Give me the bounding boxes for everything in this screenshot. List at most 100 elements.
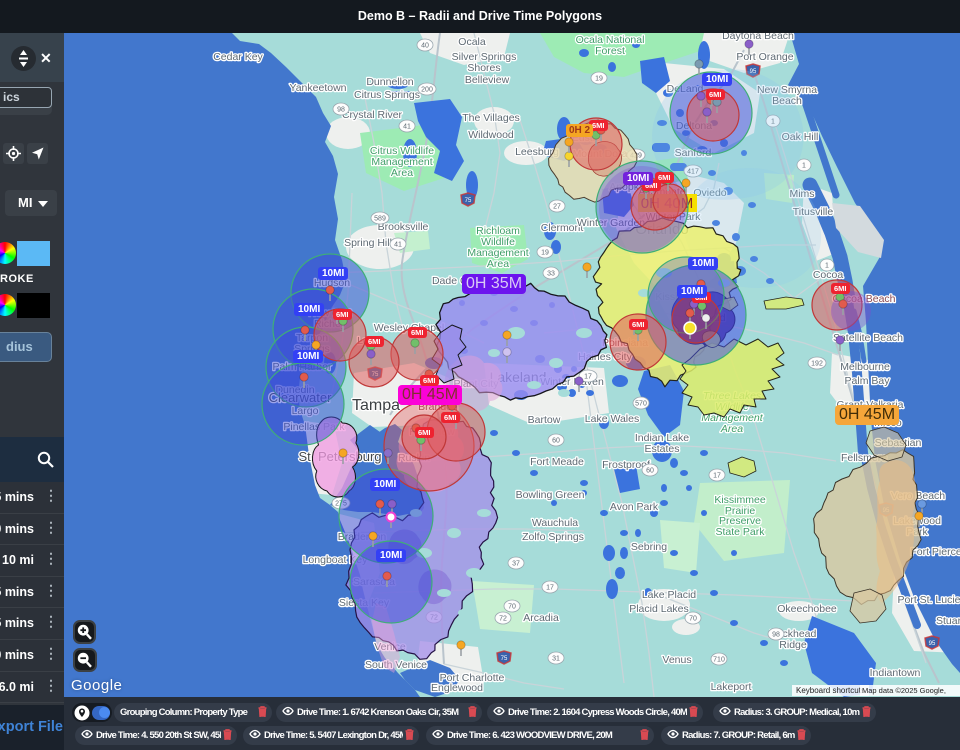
svg-text:Leesburg: Leesburg bbox=[515, 146, 559, 158]
svg-text:95: 95 bbox=[750, 69, 757, 75]
svg-text:Indian Lake: Indian Lake bbox=[635, 432, 689, 444]
svg-text:192: 192 bbox=[811, 361, 823, 368]
svg-text:Frostproof: Frostproof bbox=[602, 459, 650, 471]
svg-text:19: 19 bbox=[595, 76, 603, 83]
svg-text:Richloam: Richloam bbox=[476, 225, 520, 237]
svg-text:Avon Park: Avon Park bbox=[610, 501, 659, 513]
svg-text:37: 37 bbox=[512, 561, 520, 568]
svg-text:Tampa: Tampa bbox=[352, 397, 400, 414]
svg-text:Oak Hill: Oak Hill bbox=[782, 131, 819, 143]
svg-text:Cocoa: Cocoa bbox=[813, 269, 844, 281]
svg-text:Ocala: Ocala bbox=[458, 36, 486, 48]
svg-text:State Park: State Park bbox=[715, 526, 765, 538]
svg-text:Preserve: Preserve bbox=[719, 515, 761, 527]
svg-text:Brooksville: Brooksville bbox=[378, 221, 429, 233]
svg-text:Wildlife: Wildlife bbox=[481, 236, 515, 248]
svg-text:Fort Pierce: Fort Pierce bbox=[910, 546, 960, 558]
svg-text:Daytona Beach: Daytona Beach bbox=[722, 33, 794, 42]
svg-text:75: 75 bbox=[501, 656, 508, 662]
svg-text:1: 1 bbox=[771, 119, 775, 126]
svg-text:Silver Springs: Silver Springs bbox=[452, 51, 517, 63]
svg-text:Wildwood: Wildwood bbox=[468, 129, 514, 141]
svg-text:710: 710 bbox=[713, 657, 725, 664]
svg-text:Sebring: Sebring bbox=[631, 541, 667, 553]
svg-text:60: 60 bbox=[552, 438, 560, 445]
svg-text:95: 95 bbox=[929, 641, 936, 647]
svg-text:The Villages: The Villages bbox=[462, 112, 520, 124]
svg-text:Lake Wales: Lake Wales bbox=[585, 413, 639, 425]
svg-text:Palm Bay: Palm Bay bbox=[845, 375, 891, 387]
svg-text:Citrus Springs: Citrus Springs bbox=[354, 89, 420, 101]
svg-text:17: 17 bbox=[713, 473, 721, 480]
svg-text:Cedar Key: Cedar Key bbox=[213, 51, 263, 63]
svg-text:Indiantown: Indiantown bbox=[870, 667, 921, 679]
svg-text:17: 17 bbox=[546, 585, 554, 592]
svg-text:200: 200 bbox=[421, 87, 433, 94]
svg-text:Kissimmee: Kissimmee bbox=[714, 494, 766, 506]
svg-text:Lake Placid: Lake Placid bbox=[642, 589, 696, 601]
svg-text:Titusville: Titusville bbox=[793, 206, 834, 218]
svg-text:Port Orange: Port Orange bbox=[736, 51, 793, 63]
svg-text:Yankeetown: Yankeetown bbox=[289, 82, 346, 94]
svg-text:Ridge: Ridge bbox=[779, 639, 807, 651]
svg-text:Port St. Lucie: Port St. Lucie bbox=[897, 594, 960, 606]
svg-text:70: 70 bbox=[689, 616, 697, 623]
svg-text:570: 570 bbox=[635, 401, 647, 408]
svg-text:Placid Lakes: Placid Lakes bbox=[629, 603, 689, 615]
svg-text:Englewood: Englewood bbox=[431, 682, 483, 694]
svg-text:Bartow: Bartow bbox=[528, 414, 561, 426]
svg-text:Area: Area bbox=[720, 423, 743, 435]
svg-text:Estates: Estates bbox=[644, 443, 679, 455]
svg-text:Arcadia: Arcadia bbox=[523, 612, 559, 624]
svg-text:98: 98 bbox=[337, 107, 345, 114]
svg-text:75: 75 bbox=[465, 198, 472, 204]
svg-text:1: 1 bbox=[825, 263, 829, 270]
svg-text:Area: Area bbox=[391, 167, 413, 179]
svg-text:Melbourne: Melbourne bbox=[840, 361, 890, 373]
svg-text:98: 98 bbox=[772, 632, 780, 639]
svg-text:South Venice: South Venice bbox=[365, 659, 427, 671]
svg-text:Stuart: Stuart bbox=[936, 615, 960, 627]
svg-text:Wauchula: Wauchula bbox=[532, 517, 578, 529]
svg-text:Lakeport: Lakeport bbox=[711, 681, 752, 693]
svg-text:41: 41 bbox=[403, 124, 411, 131]
svg-text:417: 417 bbox=[687, 169, 699, 176]
svg-text:Spring Hill: Spring Hill bbox=[344, 237, 392, 249]
svg-text:19: 19 bbox=[541, 250, 549, 257]
svg-text:60: 60 bbox=[646, 468, 654, 475]
svg-text:Management: Management bbox=[371, 156, 432, 168]
svg-text:Crystal River: Crystal River bbox=[342, 109, 403, 121]
svg-text:Forest: Forest bbox=[595, 45, 625, 57]
svg-text:Port Charlotte: Port Charlotte bbox=[440, 672, 505, 684]
svg-text:Ocala National: Ocala National bbox=[576, 34, 645, 46]
svg-text:70: 70 bbox=[508, 604, 516, 611]
svg-text:Bowling Green: Bowling Green bbox=[516, 489, 585, 501]
svg-text:Satellite Beach: Satellite Beach bbox=[833, 332, 903, 344]
svg-text:27: 27 bbox=[553, 204, 561, 211]
svg-text:72: 72 bbox=[499, 616, 507, 623]
svg-text:New Smyrna: New Smyrna bbox=[757, 84, 817, 96]
svg-text:Fort Meade: Fort Meade bbox=[530, 456, 584, 468]
svg-text:Venus: Venus bbox=[662, 654, 691, 666]
svg-text:Prairie: Prairie bbox=[725, 505, 756, 517]
svg-text:Zolfo Springs: Zolfo Springs bbox=[522, 531, 584, 543]
svg-text:Dunnellon: Dunnellon bbox=[366, 76, 413, 88]
svg-text:31: 31 bbox=[552, 656, 560, 663]
svg-text:Area: Area bbox=[487, 258, 509, 270]
svg-text:Oviedo: Oviedo bbox=[693, 187, 726, 199]
svg-text:1: 1 bbox=[802, 163, 806, 170]
svg-text:Citrus Wildlife: Citrus Wildlife bbox=[370, 145, 434, 157]
svg-text:17: 17 bbox=[584, 374, 592, 381]
svg-text:40: 40 bbox=[421, 43, 429, 50]
svg-text:33: 33 bbox=[547, 271, 555, 278]
svg-text:Clermont: Clermont bbox=[541, 222, 584, 234]
svg-text:Okeechobee: Okeechobee bbox=[777, 603, 837, 615]
svg-text:Management: Management bbox=[467, 247, 528, 259]
svg-text:41: 41 bbox=[394, 242, 402, 249]
svg-text:589: 589 bbox=[374, 216, 386, 223]
svg-text:Mims: Mims bbox=[789, 188, 814, 200]
svg-text:Winter Garden: Winter Garden bbox=[577, 217, 645, 229]
svg-text:Shores: Shores bbox=[467, 62, 500, 74]
svg-text:Beach: Beach bbox=[772, 95, 802, 107]
svg-text:Belleview: Belleview bbox=[465, 74, 510, 86]
